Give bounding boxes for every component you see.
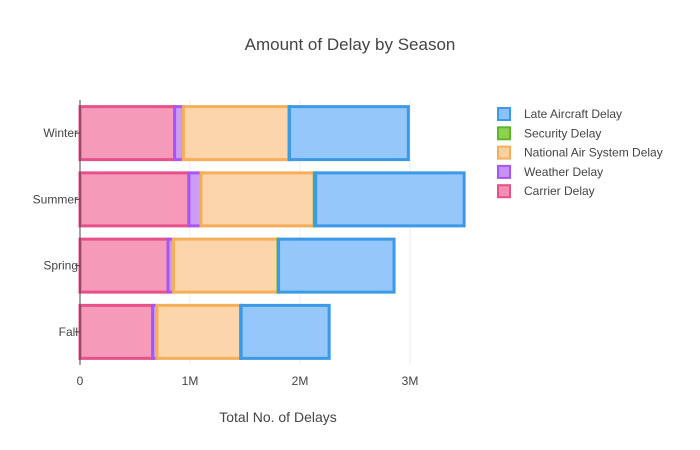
- x-axis-label: Total No. of Delays: [219, 409, 337, 425]
- legend-swatch: [497, 107, 511, 121]
- legend-label: Weather Delay: [524, 165, 603, 179]
- bar-summer-national-air-system-delay[interactable]: [199, 171, 316, 228]
- legend-label: Carrier Delay: [524, 184, 595, 198]
- bar-winter-national-air-system-delay[interactable]: [181, 105, 291, 162]
- y-tick-label-spring: Spring: [43, 259, 78, 273]
- bar-summer-late-aircraft-delay[interactable]: [314, 171, 466, 228]
- bar-spring-national-air-system-delay[interactable]: [172, 237, 280, 294]
- bar-fall-carrier-delay[interactable]: [78, 303, 155, 360]
- legend-item-carrier-delay[interactable]: Carrier Delay: [497, 184, 595, 199]
- legend-item-weather-delay[interactable]: Weather Delay: [497, 164, 603, 179]
- legend-item-security-delay[interactable]: Security Delay: [497, 126, 601, 141]
- bar-spring-carrier-delay[interactable]: [78, 237, 170, 294]
- x-tick-labels: 0 1M 2M 3M: [77, 374, 419, 388]
- y-tick-label-fall: Fall: [59, 325, 78, 339]
- legend-label: Security Delay: [524, 126, 601, 140]
- legend-swatch: [497, 184, 511, 199]
- legend-swatch: [497, 145, 511, 160]
- bar-winter-carrier-delay[interactable]: [78, 105, 177, 162]
- legend-label: Late Aircraft Delay: [524, 107, 622, 121]
- legend[interactable]: Late Aircraft Delay Security Delay Nationa…: [497, 107, 663, 199]
- chart-title: Amount of Delay by Season: [245, 35, 456, 54]
- x-tick-label: 3M: [402, 374, 419, 388]
- bars: [78, 105, 466, 360]
- bar-fall-late-aircraft-delay[interactable]: [239, 303, 331, 360]
- y-tick-label-summer: Summer: [33, 192, 78, 206]
- bar-fall-national-air-system-delay[interactable]: [155, 303, 243, 360]
- legend-item-national-air-system-delay[interactable]: National Air System Delay: [497, 145, 663, 160]
- x-tick-label: 2M: [292, 374, 309, 388]
- bar-summer-carrier-delay[interactable]: [78, 171, 191, 228]
- bar-spring-late-aircraft-delay[interactable]: [277, 237, 396, 294]
- legend-swatch: [497, 164, 511, 179]
- legend-swatch: [497, 126, 511, 141]
- legend-label: National Air System Delay: [524, 146, 663, 160]
- x-tick-label: 0: [77, 374, 84, 388]
- x-tick-label: 1M: [182, 374, 199, 388]
- legend-item-late-aircraft-delay[interactable]: Late Aircraft Delay: [497, 107, 622, 121]
- y-tick-label-winter: Winter: [43, 126, 78, 140]
- axes: [75, 100, 81, 365]
- y-tick-labels: Fall Spring Summer Winter: [33, 126, 78, 339]
- bar-summer-weather-delay[interactable]: [187, 171, 203, 228]
- bar-winter-late-aircraft-delay[interactable]: [288, 105, 410, 162]
